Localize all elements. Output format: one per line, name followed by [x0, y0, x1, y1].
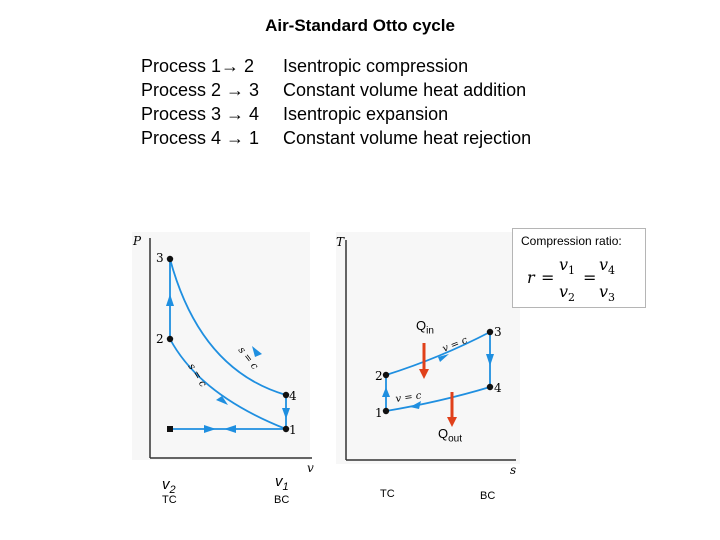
- pv-arrow-left-icon: [224, 425, 236, 433]
- ts-bc-label: BC: [480, 490, 496, 502]
- ratio-v1: v1: [559, 255, 576, 278]
- ts-label-2: 2: [375, 369, 383, 383]
- ts-point-4: [486, 383, 494, 391]
- ts-arrow-down-icon: [486, 354, 494, 366]
- compression-ratio-box: Compression ratio: r = v1 v2 = v4 v3: [512, 228, 646, 308]
- pv-expansion-arrow-icon: [252, 346, 262, 357]
- pv-label-1: 1: [289, 423, 297, 437]
- ts-label-4: 4: [494, 381, 502, 395]
- pv-label-4: 4: [289, 389, 297, 403]
- ratio-equals: =: [541, 268, 555, 287]
- pv-point-1: [282, 425, 290, 433]
- ts-x-axis-label: s: [510, 463, 516, 477]
- heat-in-label: Qin: [416, 318, 434, 337]
- ts-y-axis-label: T: [336, 235, 345, 249]
- ts-arrow-up-icon: [382, 387, 390, 397]
- ratio-v3: v3: [599, 282, 616, 305]
- pv-point-3: [166, 255, 174, 263]
- pv-isentropic-compression: [169, 338, 287, 430]
- pv-arrow-down-icon: [282, 408, 290, 419]
- pv-v2-label: v2: [162, 476, 176, 496]
- slide-title: Air-Standard Otto cycle: [265, 16, 455, 35]
- process-description: Isentropic expansion: [283, 104, 449, 124]
- ts-label-1: 1: [375, 406, 383, 420]
- pv-tc-marker: [167, 426, 173, 432]
- process-label: Process 2 → 3: [141, 80, 260, 100]
- ts-point-1: [382, 407, 390, 415]
- heat-out-label: Qout: [438, 426, 463, 445]
- pv-isentropic-expansion: [169, 258, 287, 396]
- process-label: Process 4 → 1: [141, 128, 260, 148]
- ts-curve-label-lower: v = c: [395, 390, 423, 405]
- process-description: Isentropic compression: [283, 56, 469, 76]
- ts-label-3: 3: [494, 325, 502, 339]
- compression-ratio-title: Compression ratio:: [521, 234, 622, 248]
- ratio-equals-2: =: [583, 268, 597, 287]
- ts-heat-add-arrow-icon: [438, 354, 449, 362]
- process-label: Process 3 → 4: [141, 104, 260, 124]
- pv-arrow-right-icon: [204, 425, 216, 433]
- ts-constant-volume-heat-addition: [385, 331, 491, 376]
- pv-point-4: [282, 391, 290, 399]
- ts-point-2: [382, 371, 390, 379]
- ratio-v2: v2: [559, 282, 576, 305]
- ts-heat-reject-arrow-icon: [410, 401, 421, 409]
- ts-tc-label: TC: [380, 488, 395, 500]
- pv-label-3: 3: [156, 251, 164, 265]
- pv-point-2: [166, 335, 174, 343]
- pv-diagram-background: [132, 232, 310, 460]
- ratio-v4: v4: [599, 255, 616, 278]
- ratio-r: r: [527, 268, 535, 287]
- pv-y-axis-label: P: [132, 234, 142, 248]
- ts-point-3: [486, 328, 494, 336]
- pv-tc-label: TC: [162, 494, 177, 506]
- ts-constant-volume-heat-rejection: [385, 386, 491, 412]
- pv-x-axis-label: v: [307, 461, 314, 475]
- ts-diagram-background: [336, 232, 520, 464]
- pv-v1-label: v1: [275, 473, 289, 493]
- pv-bc-label: BC: [274, 494, 290, 506]
- pv-compression-arrow-icon: [216, 396, 228, 405]
- process-description: Constant volume heat addition: [283, 80, 527, 100]
- pv-arrow-up-icon: [166, 294, 174, 306]
- process-description: Constant volume heat rejection: [283, 128, 532, 148]
- pv-label-2: 2: [156, 332, 164, 346]
- process-label: Process 1→ 2: [141, 56, 255, 76]
